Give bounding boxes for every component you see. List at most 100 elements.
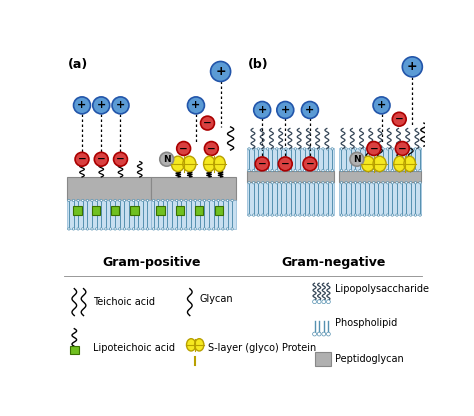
Bar — [339, 171, 421, 182]
Circle shape — [391, 148, 393, 150]
Circle shape — [86, 199, 89, 202]
Circle shape — [396, 169, 398, 171]
Circle shape — [322, 182, 324, 184]
Circle shape — [419, 214, 421, 216]
Circle shape — [308, 214, 310, 216]
Text: Gram-negative: Gram-negative — [282, 256, 386, 269]
Circle shape — [95, 199, 98, 202]
Circle shape — [364, 169, 366, 171]
Bar — [130, 206, 138, 215]
Circle shape — [327, 169, 329, 171]
Circle shape — [248, 169, 250, 171]
Circle shape — [266, 214, 269, 216]
Circle shape — [280, 182, 283, 184]
Circle shape — [410, 169, 412, 171]
Text: S-layer (glyco) Protein: S-layer (glyco) Protein — [208, 343, 317, 353]
Circle shape — [276, 169, 278, 171]
Circle shape — [86, 228, 89, 230]
Circle shape — [395, 141, 409, 156]
Circle shape — [340, 148, 343, 150]
Circle shape — [257, 148, 259, 150]
Circle shape — [308, 148, 310, 150]
Circle shape — [109, 228, 112, 230]
Circle shape — [373, 97, 390, 114]
Text: −: − — [116, 154, 125, 164]
Circle shape — [386, 214, 389, 216]
Circle shape — [294, 214, 296, 216]
Circle shape — [285, 182, 287, 184]
Circle shape — [162, 228, 164, 230]
Circle shape — [114, 199, 116, 202]
Circle shape — [95, 228, 98, 230]
Circle shape — [359, 182, 361, 184]
Circle shape — [280, 148, 283, 150]
Circle shape — [386, 148, 389, 150]
Text: −: − — [281, 159, 290, 169]
Bar — [66, 177, 151, 200]
Circle shape — [350, 152, 364, 166]
Circle shape — [77, 199, 79, 202]
Circle shape — [317, 148, 319, 150]
Circle shape — [255, 157, 269, 171]
Circle shape — [299, 214, 301, 216]
Circle shape — [414, 148, 417, 150]
Circle shape — [290, 182, 292, 184]
Circle shape — [180, 228, 182, 230]
Ellipse shape — [404, 156, 416, 171]
Text: +: + — [191, 100, 201, 110]
Circle shape — [359, 148, 361, 150]
Circle shape — [222, 228, 224, 230]
Circle shape — [340, 214, 343, 216]
Circle shape — [262, 148, 264, 150]
Circle shape — [313, 332, 317, 336]
Circle shape — [368, 169, 370, 171]
Circle shape — [349, 148, 352, 150]
Bar — [215, 206, 223, 215]
Circle shape — [91, 199, 93, 202]
Ellipse shape — [214, 156, 225, 171]
Circle shape — [201, 116, 214, 130]
Circle shape — [313, 300, 317, 304]
Circle shape — [414, 169, 417, 171]
Circle shape — [185, 228, 187, 230]
Circle shape — [317, 214, 319, 216]
Circle shape — [345, 182, 347, 184]
Text: −: − — [179, 144, 188, 154]
Circle shape — [308, 169, 310, 171]
Text: −: − — [258, 159, 266, 169]
Circle shape — [128, 199, 130, 202]
Circle shape — [299, 148, 301, 150]
Circle shape — [345, 169, 347, 171]
Circle shape — [166, 199, 169, 202]
Circle shape — [276, 214, 278, 216]
Circle shape — [327, 214, 329, 216]
Circle shape — [175, 228, 178, 230]
Circle shape — [188, 97, 204, 114]
Circle shape — [368, 182, 370, 184]
Bar — [339, 149, 421, 171]
Circle shape — [322, 169, 324, 171]
Circle shape — [414, 182, 417, 184]
Circle shape — [212, 199, 215, 202]
Circle shape — [227, 199, 228, 202]
Circle shape — [303, 169, 306, 171]
Circle shape — [266, 182, 269, 184]
Circle shape — [266, 148, 269, 150]
Circle shape — [91, 228, 93, 230]
Circle shape — [257, 182, 259, 184]
Bar — [73, 206, 82, 215]
Circle shape — [253, 169, 255, 171]
Circle shape — [100, 228, 102, 230]
Circle shape — [118, 228, 121, 230]
Text: (b): (b) — [248, 58, 269, 71]
Circle shape — [299, 182, 301, 184]
Circle shape — [185, 199, 187, 202]
Bar — [70, 347, 79, 354]
Circle shape — [373, 169, 375, 171]
Circle shape — [271, 169, 273, 171]
Circle shape — [203, 199, 206, 202]
Circle shape — [253, 182, 255, 184]
Text: Glycan: Glycan — [199, 295, 233, 305]
Circle shape — [199, 228, 201, 230]
Text: Phospholipid: Phospholipid — [335, 318, 397, 328]
